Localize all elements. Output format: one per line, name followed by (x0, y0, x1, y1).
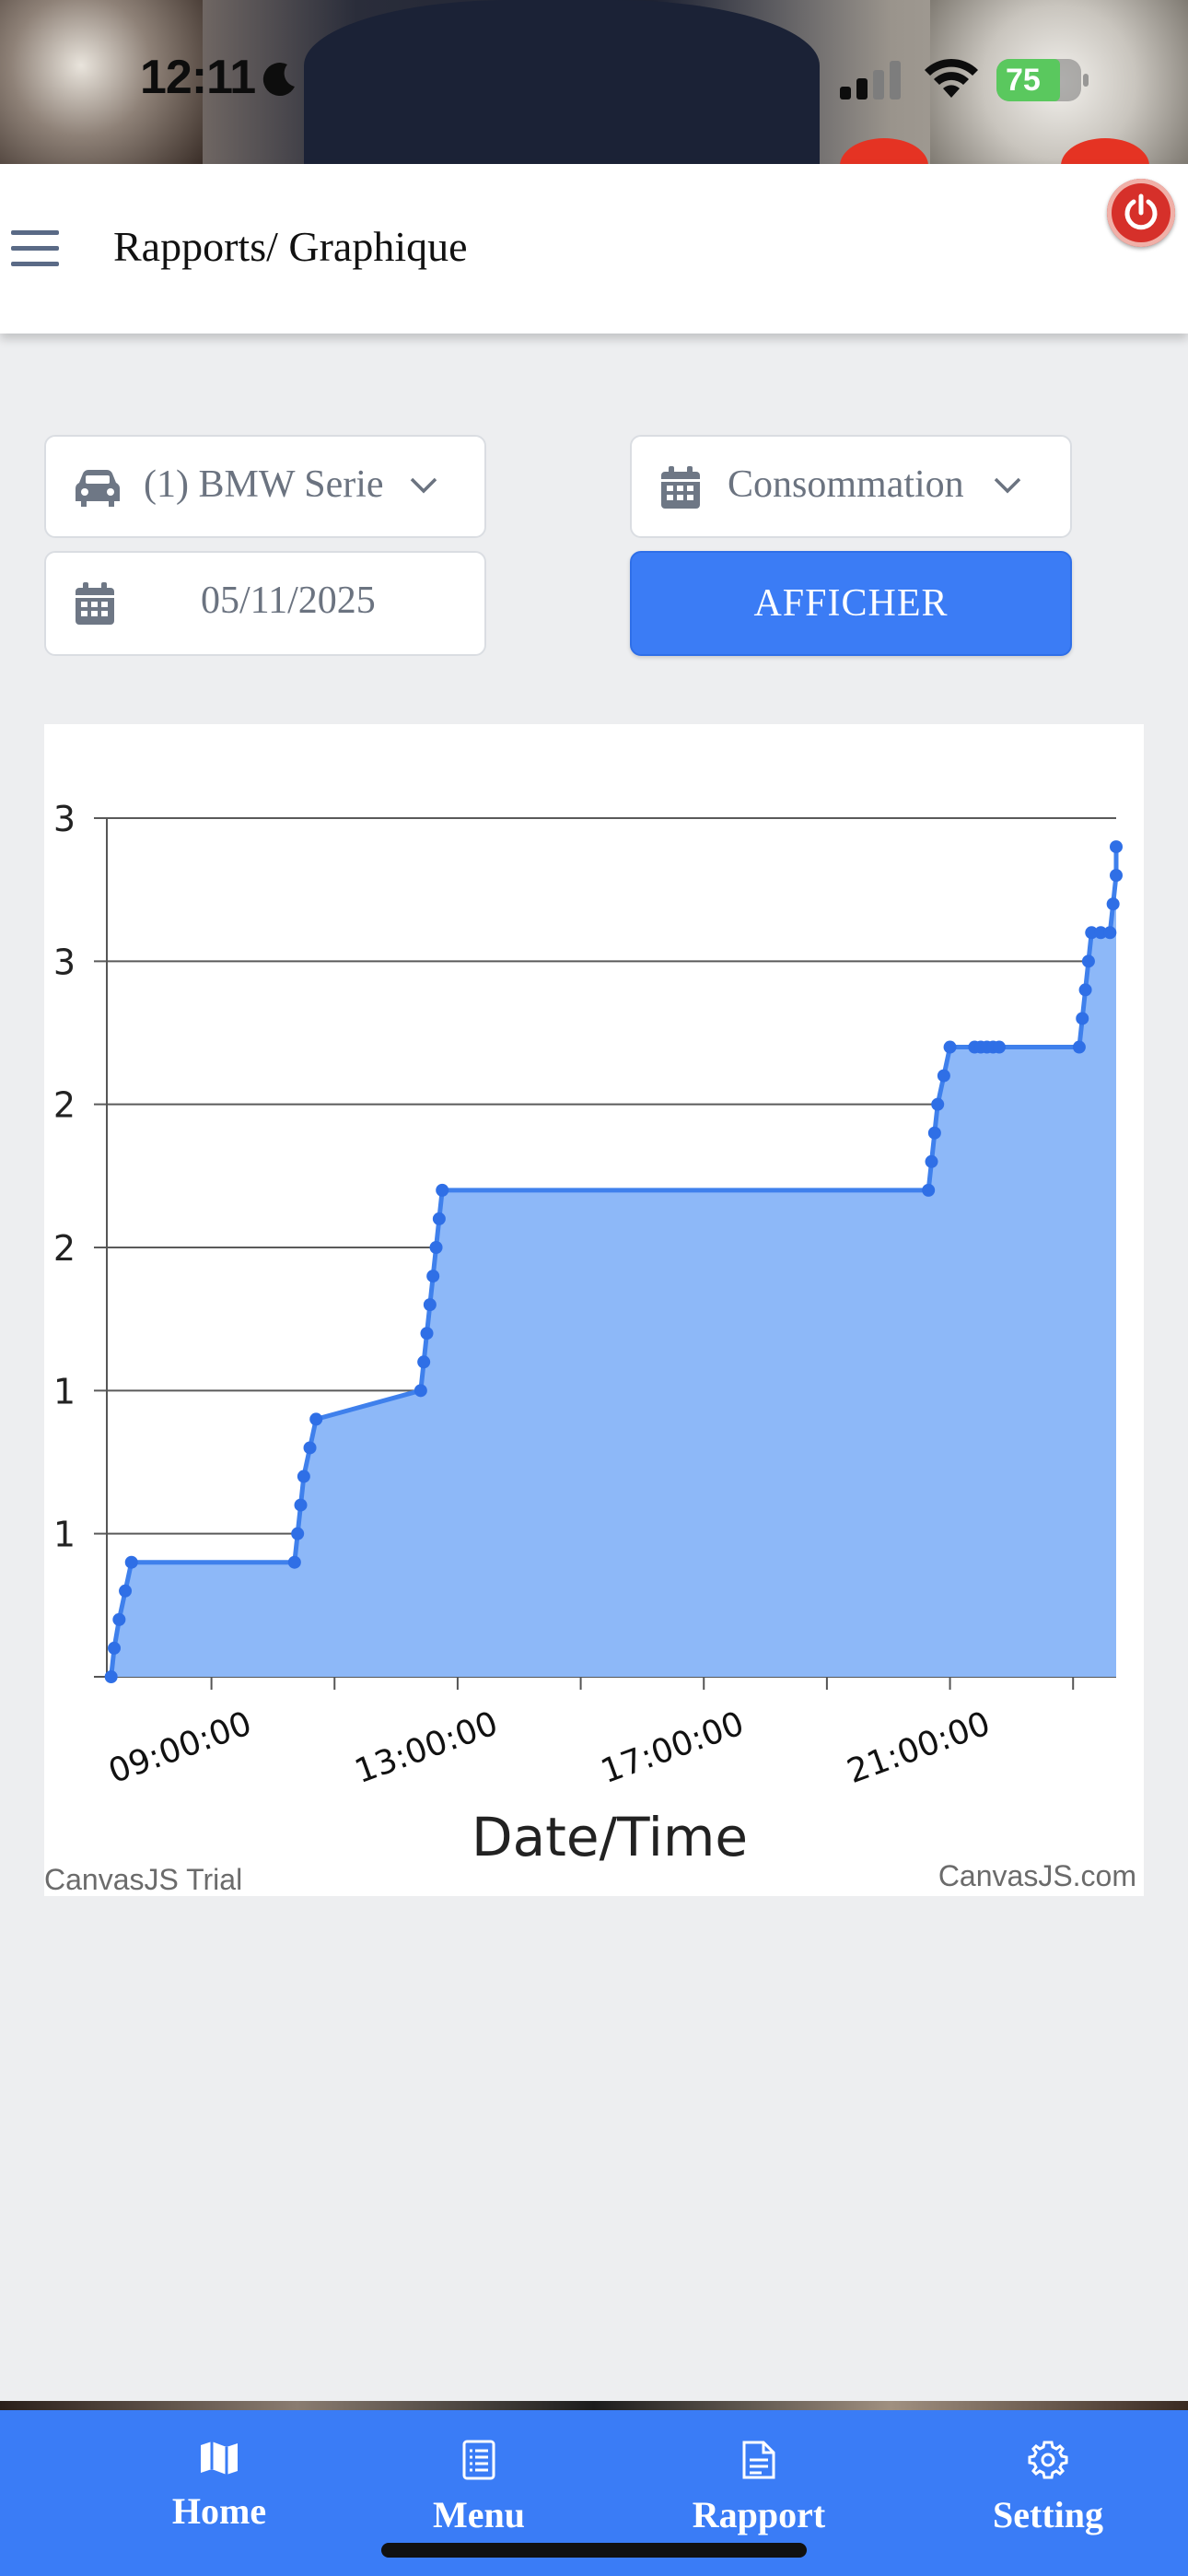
data-point (1106, 897, 1120, 911)
date-picker[interactable]: 05/11/2025 (44, 551, 486, 656)
red-badge (840, 138, 928, 164)
wifi-icon (925, 58, 978, 98)
series-line (109, 847, 1119, 1678)
chart-credit-link[interactable]: CanvasJS.com (938, 1859, 1136, 1892)
data-point (1076, 1012, 1089, 1025)
data-point (303, 1441, 317, 1455)
consumption-chart: 1 1 2 2 3 3 09:00:00 13:00:00 17:00:00 21:00:00 Da… (53, 799, 1123, 1868)
data-point (432, 1212, 446, 1225)
x-tick-label: 09:00:00 (104, 1704, 257, 1791)
data-point (1085, 926, 1099, 940)
data-point (943, 1040, 957, 1054)
y-tick-label: 2 (53, 1085, 76, 1126)
chevron-down-icon (410, 477, 437, 494)
status-bar: 12:11 75 (0, 0, 1188, 164)
metric-select[interactable]: Consommation (630, 435, 1072, 538)
metric-select-value: Consommation (728, 463, 964, 506)
nav-menu-label: Menu (433, 2494, 525, 2535)
data-point (291, 1527, 305, 1540)
bottom-background-strip (0, 2401, 1188, 2412)
data-point (104, 1670, 118, 1683)
data-point (1078, 983, 1092, 997)
x-tick-label: 17:00:00 (596, 1704, 749, 1791)
nav-menu[interactable]: Menu (368, 2429, 589, 2548)
calendar-icon (661, 466, 700, 509)
data-point (1072, 1040, 1086, 1054)
chart-card: 1 1 2 2 3 3 09:00:00 13:00:00 17:00:00 21:00:00 Da… (44, 724, 1144, 1896)
afficher-button[interactable]: AFFICHER (630, 551, 1072, 656)
car-icon (76, 470, 120, 507)
data-point (309, 1412, 323, 1426)
nav-rapport[interactable]: Rapport (648, 2429, 869, 2548)
camera-background (0, 0, 203, 164)
nav-setting-label: Setting (993, 2494, 1103, 2535)
data-point (925, 1154, 938, 1168)
data-point (423, 1298, 437, 1312)
data-point (426, 1270, 440, 1283)
nav-setting[interactable]: Setting (938, 2429, 1159, 2548)
list-document-icon (462, 2440, 495, 2480)
x-axis-title: Date/Time (472, 1806, 748, 1868)
data-point (413, 1384, 427, 1398)
vehicle-select-value: (1) BMW Serie (144, 463, 384, 506)
data-point (429, 1241, 443, 1254)
moon-icon (262, 63, 295, 97)
page-title: Rapports/ Graphique (113, 223, 468, 270)
power-button[interactable] (1107, 179, 1175, 247)
area-fill (111, 847, 1116, 1677)
data-point (297, 1469, 310, 1483)
nav-home-label: Home (171, 2490, 267, 2532)
chart-trial-watermark: CanvasJS Trial (44, 1863, 243, 1896)
data-point (993, 1040, 1007, 1054)
gear-icon (1028, 2441, 1068, 2479)
camera-background-dark (304, 0, 820, 164)
data-point (1081, 954, 1095, 968)
power-icon (1124, 193, 1158, 230)
nav-home[interactable]: Home (109, 2429, 330, 2548)
battery-fill (996, 59, 1060, 101)
data-point (1103, 926, 1117, 940)
app-header: Rapports/ Graphique (0, 164, 1188, 334)
data-point (417, 1355, 431, 1369)
signal-icon (840, 61, 901, 100)
data-point (927, 1126, 941, 1140)
data-point (1110, 869, 1123, 883)
home-indicator (381, 2543, 807, 2558)
y-tick-label: 2 (53, 1228, 76, 1269)
data-point (124, 1555, 138, 1569)
data-point (119, 1584, 133, 1598)
x-tick-label: 13:00:00 (350, 1704, 503, 1791)
battery-level: 75 (1006, 63, 1041, 98)
y-tick-label: 1 (53, 1515, 76, 1555)
data-point (420, 1327, 434, 1341)
calendar-icon (76, 582, 114, 625)
vehicle-select[interactable]: (1) BMW Serie (44, 435, 486, 538)
data-point (112, 1612, 126, 1626)
y-tick-label: 3 (53, 942, 76, 982)
y-tick-label: 1 (53, 1371, 76, 1411)
status-time: 12:11 (140, 51, 256, 104)
data-point (108, 1641, 122, 1655)
data-point (931, 1097, 945, 1111)
data-point (287, 1555, 301, 1569)
map-icon (201, 2441, 238, 2475)
data-point (922, 1183, 936, 1197)
date-picker-value: 05/11/2025 (201, 580, 376, 622)
nav-rapport-label: Rapport (692, 2494, 826, 2535)
data-point (436, 1183, 449, 1197)
x-tick-label: 21:00:00 (843, 1704, 996, 1791)
report-document-icon (742, 2441, 775, 2479)
hamburger-menu-icon[interactable] (11, 230, 59, 267)
data-point (294, 1498, 308, 1512)
y-tick-label: 3 (53, 799, 76, 839)
battery-nub (1083, 74, 1089, 87)
data-point (937, 1069, 950, 1083)
battery-icon: 75 (996, 59, 1089, 101)
data-point (1110, 840, 1123, 854)
chevron-down-icon (994, 477, 1021, 494)
data-point (1094, 926, 1108, 940)
